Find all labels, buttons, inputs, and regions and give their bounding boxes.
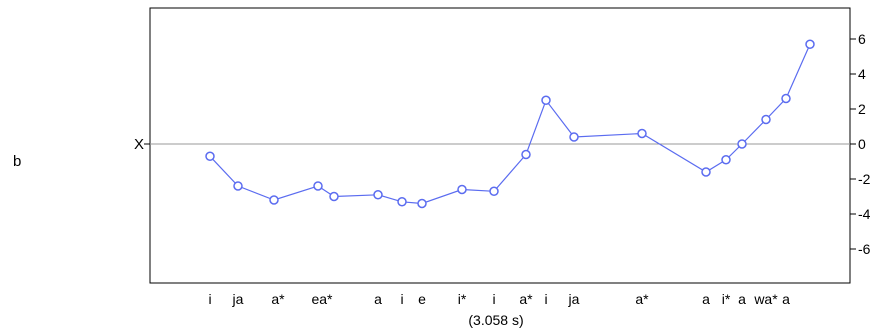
data-point <box>521 149 531 160</box>
plot-frame <box>149 7 851 284</box>
data-point <box>397 197 407 207</box>
x-category-label: a* <box>519 291 533 307</box>
x-axis-labels: i ja a* ea* a i e i* i a* i ja a* a i* a wa* a <box>208 291 790 307</box>
data-point <box>781 93 791 104</box>
x-category-label: a <box>782 291 790 307</box>
data-point <box>541 95 551 105</box>
data-point <box>457 184 467 195</box>
data-point <box>489 186 499 196</box>
x-category-label: ea* <box>311 291 333 307</box>
x-category-label: i <box>208 291 211 307</box>
x-category-label: ja <box>232 291 244 307</box>
data-point <box>373 190 383 200</box>
data-point <box>205 151 215 161</box>
series-markers <box>205 39 815 209</box>
x-category-label: i <box>544 291 547 307</box>
data-point <box>233 181 243 191</box>
x-category-label: i <box>492 291 495 307</box>
y-tick-label: 6 <box>858 31 866 47</box>
y-tick-label: 2 <box>858 101 866 117</box>
y-tick-label: -2 <box>858 171 871 187</box>
time-footnote: (3.058 s) <box>468 312 523 328</box>
x-category-label: wa* <box>753 291 778 307</box>
y-tick-label: -6 <box>858 241 871 257</box>
data-point <box>737 139 747 149</box>
panel-label: b <box>13 153 22 170</box>
series-line <box>209 44 811 205</box>
x-category-label: i <box>400 291 403 307</box>
y-tick-label: 0 <box>858 136 866 152</box>
x-category-label: e <box>418 291 426 307</box>
x-category-label: i* <box>458 291 467 307</box>
data-point <box>329 191 339 202</box>
y-tick-label: 4 <box>858 66 866 82</box>
y-axis: 6 4 2 0 -2 -4 -6 <box>850 31 871 257</box>
data-point <box>417 198 427 209</box>
reference-line-label: X <box>134 136 144 153</box>
data-point <box>721 155 731 165</box>
data-point <box>761 114 771 125</box>
x-category-label: ja <box>568 291 580 307</box>
x-category-label: a <box>374 291 382 307</box>
x-category-label: a* <box>635 291 649 307</box>
data-point <box>269 195 279 205</box>
x-category-label: a <box>702 291 710 307</box>
x-category-label: a* <box>271 291 285 307</box>
data-point <box>569 132 579 142</box>
y-tick-label: -4 <box>858 206 871 222</box>
data-point <box>805 39 815 49</box>
data-point <box>701 167 711 177</box>
x-category-label: a <box>738 291 746 307</box>
x-category-label: i* <box>722 291 731 307</box>
data-point <box>637 128 647 139</box>
data-point <box>313 181 323 191</box>
